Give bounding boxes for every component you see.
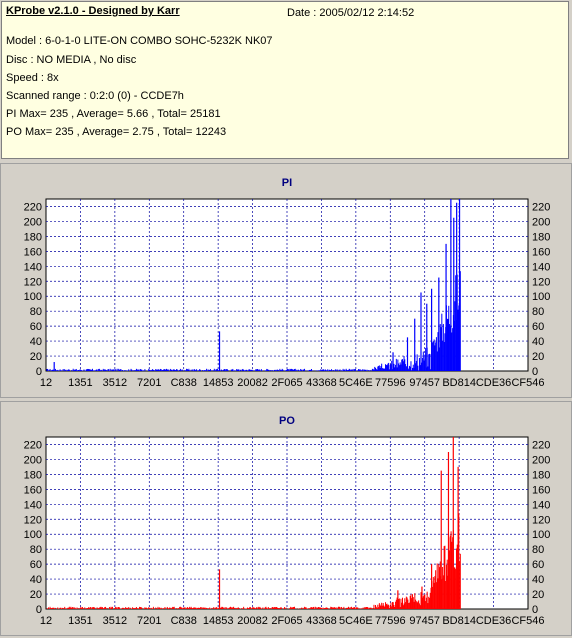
y-tick-label-right: 40	[532, 574, 544, 586]
x-tick-label: 3512	[103, 377, 127, 389]
x-tick-label: 12	[40, 615, 52, 627]
y-tick-label-right: 0	[532, 604, 538, 616]
po-chart: PO 0 0 20 20 40 40 60 60 80 80 100 100 120 120 140 140 16…	[24, 415, 551, 627]
y-tick-label-right: 0	[532, 366, 538, 378]
x-tick-label: 5C46E	[339, 615, 373, 627]
x-tick-label: 5C46E	[339, 377, 373, 389]
x-tick-label: CF546	[511, 615, 544, 627]
pi-chart-panel: PI 0 0 20 20 40 40 60 60 80 80 100 100 120 120 140 140 16…	[0, 163, 572, 398]
x-tick-label: 20082	[237, 377, 268, 389]
y-tick-label-left: 0	[36, 366, 42, 378]
y-tick-label-right: 160	[532, 484, 550, 496]
y-tick-label-left: 140	[24, 261, 42, 273]
y-tick-label-left: 60	[30, 559, 42, 571]
y-tick-label-left: 180	[24, 231, 42, 243]
x-tick-label: 2F065	[271, 377, 302, 389]
x-tick-label: CF546	[511, 377, 544, 389]
y-tick-label-right: 60	[532, 559, 544, 571]
scan-date: Date : 2005/02/12 2:14:52	[287, 7, 415, 19]
x-tick-label: 97457	[409, 377, 440, 389]
y-tick-label-left: 20	[30, 589, 42, 601]
x-tick-label: C838	[171, 377, 197, 389]
y-tick-label-left: 200	[24, 454, 42, 466]
x-tick-label: 77596	[375, 377, 406, 389]
y-tick-label-left: 40	[30, 336, 42, 348]
x-tick-label: 97457	[409, 615, 440, 627]
x-tick-label: 1351	[68, 377, 92, 389]
chart-title: PI	[282, 177, 292, 189]
y-tick-label-left: 0	[36, 604, 42, 616]
x-tick-label: 2F065	[271, 615, 302, 627]
x-tick-label: 7201	[137, 615, 161, 627]
y-tick-label-right: 180	[532, 469, 550, 481]
x-tick-label: CDE36	[476, 615, 511, 627]
y-tick-label-right: 160	[532, 246, 550, 258]
model-line: Model : 6-0-1-0 LITE-ON COMBO SOHC-5232K…	[6, 35, 273, 47]
pi-summary-line: PI Max= 235 , Average= 5.66 , Total= 251…	[6, 108, 221, 120]
x-tick-label: BD814	[442, 377, 476, 389]
y-tick-label-right: 140	[532, 261, 550, 273]
y-tick-label-left: 60	[30, 321, 42, 333]
y-tick-label-right: 100	[532, 291, 550, 303]
y-tick-label-left: 220	[24, 201, 42, 213]
y-tick-label-right: 20	[532, 351, 544, 363]
y-tick-label-right: 140	[532, 499, 550, 511]
y-tick-label-left: 100	[24, 529, 42, 541]
y-tick-label-left: 100	[24, 291, 42, 303]
speed-line: Speed : 8x	[6, 72, 59, 84]
y-tick-label-left: 120	[24, 514, 42, 526]
y-tick-label-right: 120	[532, 514, 550, 526]
x-tick-label: 20082	[237, 615, 268, 627]
y-tick-label-left: 80	[30, 306, 42, 318]
y-tick-label-left: 140	[24, 499, 42, 511]
x-tick-label: 43368	[306, 377, 337, 389]
y-tick-label-right: 60	[532, 321, 544, 333]
y-tick-label-left: 120	[24, 276, 42, 288]
x-tick-label: C838	[171, 615, 197, 627]
x-tick-label: 14853	[203, 377, 234, 389]
app-title: KProbe v2.1.0 - Designed by Karr	[6, 5, 180, 17]
x-tick-label: 3512	[103, 615, 127, 627]
x-tick-label: 14853	[203, 615, 234, 627]
y-tick-label-right: 120	[532, 276, 550, 288]
po-chart-panel: PO 0 0 20 20 40 40 60 60 80 80 100 100 120 120 140 140 16…	[0, 401, 572, 636]
x-tick-label: CDE36	[476, 377, 511, 389]
y-tick-label-left: 220	[24, 439, 42, 451]
y-tick-label-right: 180	[532, 231, 550, 243]
y-tick-label-right: 100	[532, 529, 550, 541]
y-tick-label-right: 80	[532, 306, 544, 318]
info-panel: KProbe v2.1.0 - Designed by Karr Date : …	[1, 1, 569, 159]
y-tick-label-left: 80	[30, 544, 42, 556]
y-tick-label-left: 40	[30, 574, 42, 586]
x-tick-label: 77596	[375, 615, 406, 627]
x-tick-label: 1351	[68, 615, 92, 627]
y-tick-label-left: 20	[30, 351, 42, 363]
y-tick-label-right: 20	[532, 589, 544, 601]
x-tick-label: 43368	[306, 615, 337, 627]
y-tick-label-right: 40	[532, 336, 544, 348]
x-tick-label: 7201	[137, 377, 161, 389]
y-tick-label-left: 200	[24, 216, 42, 228]
y-tick-label-right: 200	[532, 216, 550, 228]
po-summary-line: PO Max= 235 , Average= 2.75 , Total= 122…	[6, 126, 227, 138]
y-tick-label-right: 220	[532, 439, 550, 451]
y-tick-label-right: 80	[532, 544, 544, 556]
pi-chart: PI 0 0 20 20 40 40 60 60 80 80 100 100 120 120 140 140 16…	[24, 177, 551, 389]
disc-line: Disc : NO MEDIA , No disc	[6, 54, 137, 66]
chart-title: PO	[279, 415, 295, 427]
x-tick-label: 12	[40, 377, 52, 389]
y-tick-label-left: 180	[24, 469, 42, 481]
scanned-range-line: Scanned range : 0:2:0 (0) - CCDE7h	[6, 90, 184, 102]
x-tick-label: BD814	[442, 615, 476, 627]
y-tick-label-right: 200	[532, 454, 550, 466]
y-tick-label-right: 220	[532, 201, 550, 213]
y-tick-label-left: 160	[24, 246, 42, 258]
y-tick-label-left: 160	[24, 484, 42, 496]
